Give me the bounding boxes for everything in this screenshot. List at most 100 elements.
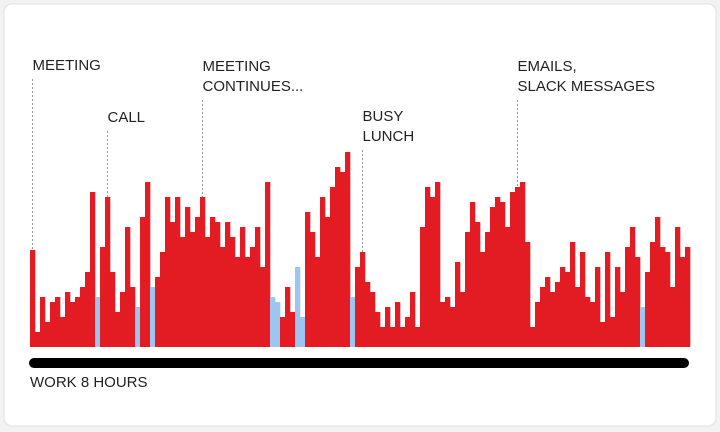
bar bbox=[355, 267, 361, 347]
bar bbox=[475, 222, 481, 347]
annotation-text: BUSY bbox=[363, 108, 404, 125]
bar bbox=[480, 252, 486, 347]
bar bbox=[305, 212, 311, 347]
bar bbox=[140, 217, 146, 347]
bar bbox=[330, 187, 336, 347]
bar bbox=[375, 312, 381, 347]
bar bbox=[250, 247, 256, 347]
bar bbox=[260, 267, 266, 347]
bar bbox=[320, 197, 326, 347]
bar bbox=[360, 252, 366, 347]
bar bbox=[215, 222, 221, 347]
bar bbox=[30, 250, 36, 347]
x-axis-label: WORK 8 HOURS bbox=[30, 374, 148, 391]
bar bbox=[615, 267, 621, 347]
annotation-text: MEETING bbox=[33, 57, 101, 74]
bar bbox=[520, 182, 526, 347]
annotation-text: SLACK MESSAGES bbox=[518, 78, 656, 95]
bar bbox=[210, 217, 216, 347]
bar bbox=[100, 247, 106, 347]
bar bbox=[65, 292, 71, 347]
bar bbox=[685, 247, 691, 347]
bar bbox=[365, 282, 371, 347]
bar bbox=[490, 207, 496, 347]
bar bbox=[105, 197, 111, 347]
bar bbox=[115, 312, 121, 347]
bar bbox=[595, 267, 601, 347]
bar bbox=[275, 302, 281, 347]
bar bbox=[455, 262, 461, 347]
bar bbox=[390, 327, 396, 347]
bar bbox=[75, 297, 81, 347]
bar bbox=[270, 297, 276, 347]
bar bbox=[40, 297, 46, 347]
bar bbox=[225, 222, 231, 347]
bar bbox=[410, 292, 416, 347]
bar bbox=[555, 282, 561, 347]
bar bbox=[120, 292, 126, 347]
bar bbox=[35, 332, 41, 347]
bar bbox=[485, 232, 491, 347]
bar bbox=[525, 242, 531, 347]
bar bbox=[85, 272, 91, 347]
bar bbox=[255, 227, 261, 347]
bar bbox=[295, 267, 301, 347]
bar bbox=[70, 302, 76, 347]
bar bbox=[430, 197, 436, 347]
bar bbox=[640, 307, 646, 347]
bar bbox=[660, 247, 666, 347]
bar bbox=[230, 237, 236, 347]
bar bbox=[380, 327, 386, 347]
bar bbox=[645, 272, 651, 347]
bar bbox=[435, 182, 441, 347]
bar bbox=[495, 197, 501, 347]
bar bbox=[345, 152, 351, 347]
bar bbox=[180, 237, 186, 347]
bar bbox=[550, 292, 556, 347]
annotation-text: CONTINUES... bbox=[203, 78, 304, 95]
bar bbox=[405, 317, 411, 347]
bar bbox=[325, 217, 331, 347]
bar bbox=[150, 287, 156, 347]
bar bbox=[265, 182, 271, 347]
bar bbox=[540, 287, 546, 347]
bar bbox=[300, 317, 306, 347]
bar bbox=[670, 287, 676, 347]
bar bbox=[585, 297, 591, 347]
bar bbox=[200, 197, 206, 347]
bar bbox=[190, 232, 196, 347]
bar bbox=[530, 327, 536, 347]
bar bbox=[240, 227, 246, 347]
annotation-text: LUNCH bbox=[363, 128, 415, 145]
bar bbox=[445, 297, 451, 347]
bar bbox=[460, 292, 466, 347]
bar bbox=[280, 317, 286, 347]
bar bbox=[125, 227, 131, 347]
bar bbox=[600, 322, 606, 347]
bar bbox=[515, 187, 521, 347]
bar bbox=[55, 297, 61, 347]
bar bbox=[245, 257, 251, 347]
bar bbox=[610, 317, 616, 347]
bar bbox=[350, 297, 356, 347]
bar bbox=[385, 307, 391, 347]
bar bbox=[450, 307, 456, 347]
bar bbox=[470, 202, 476, 347]
bar bbox=[170, 222, 176, 347]
bar bbox=[340, 172, 346, 347]
bar bbox=[570, 242, 576, 347]
bar bbox=[80, 287, 86, 347]
bar bbox=[50, 302, 56, 347]
bar bbox=[650, 242, 656, 347]
bar bbox=[185, 207, 191, 347]
bar bbox=[680, 257, 686, 347]
bar bbox=[335, 167, 341, 347]
bar bbox=[205, 237, 211, 347]
bar bbox=[145, 182, 151, 347]
bar bbox=[425, 187, 431, 347]
annotation-text: CALL bbox=[108, 109, 146, 126]
bar bbox=[135, 307, 141, 347]
bar bbox=[155, 277, 161, 347]
